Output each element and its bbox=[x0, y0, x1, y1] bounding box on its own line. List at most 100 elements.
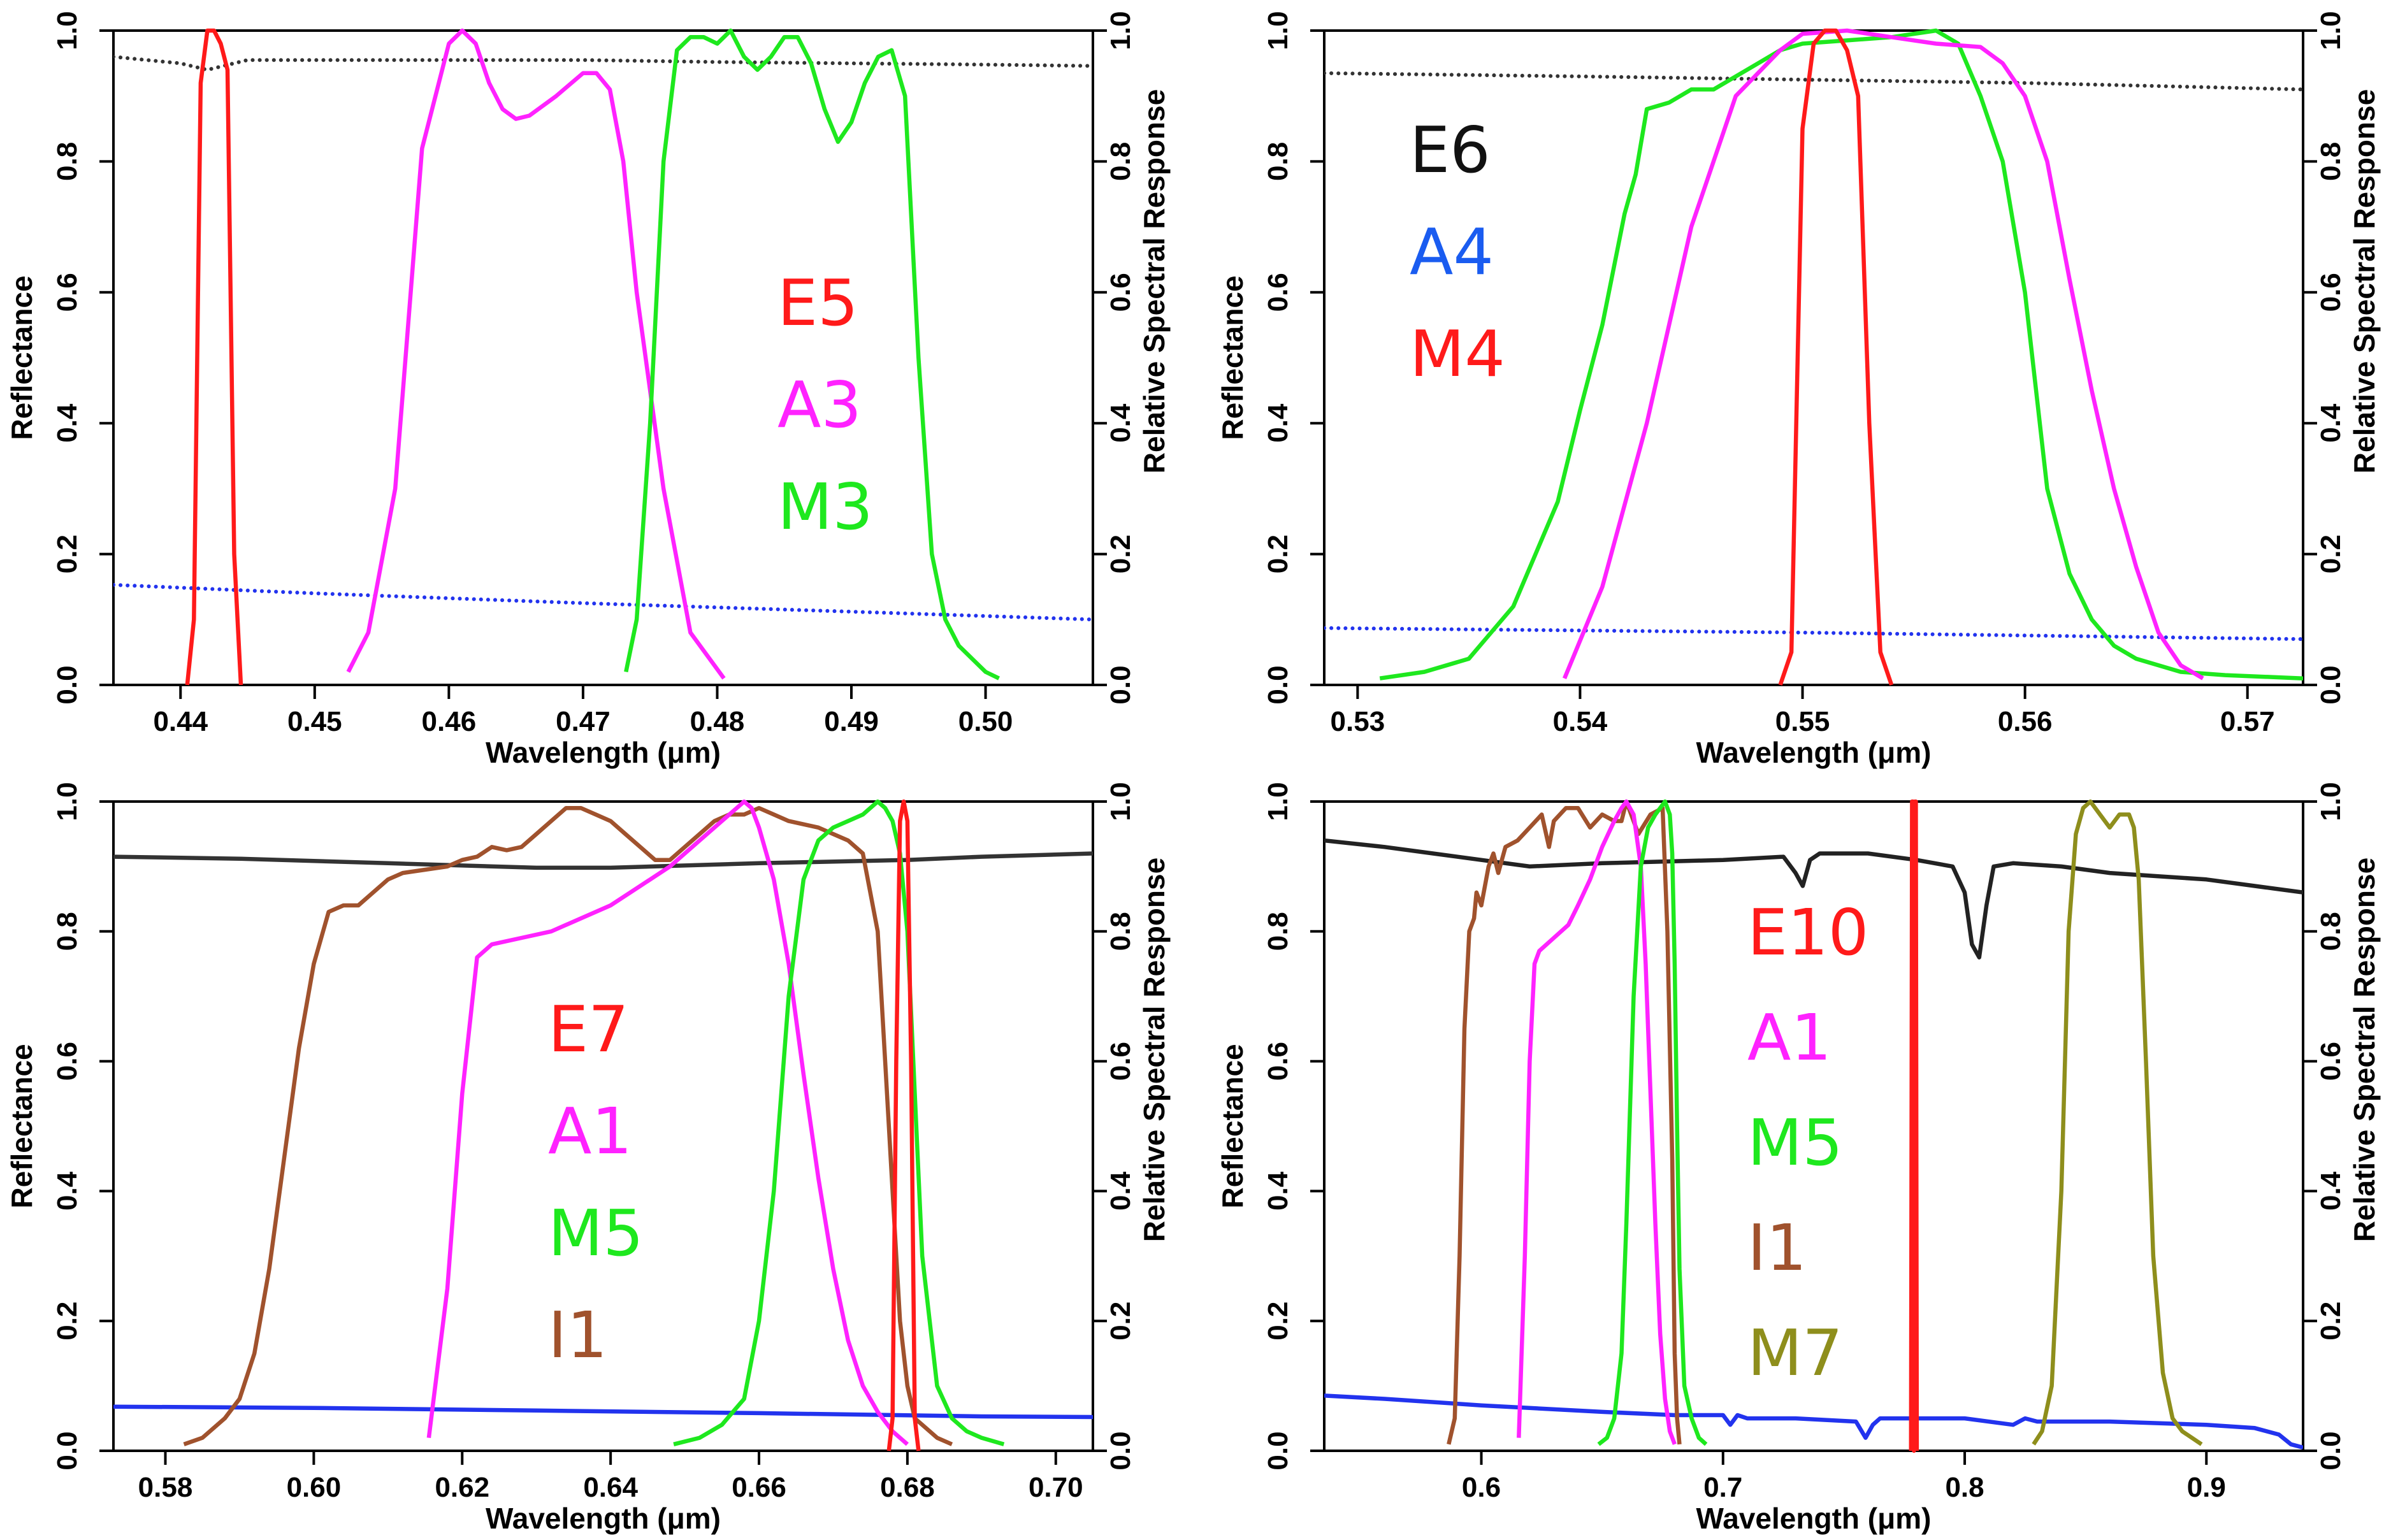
y2-axis-title: Relative Spectral Response bbox=[2348, 858, 2381, 1242]
y2-tick-label: 1.0 bbox=[1105, 11, 1136, 50]
y-tick-label: 1.0 bbox=[52, 782, 83, 821]
plot-frame bbox=[1323, 800, 2304, 1452]
x-axis-title: Wavelength (μm) bbox=[1696, 736, 1932, 769]
x-tick-label: 0.70 bbox=[1029, 1472, 1083, 1503]
y-axis-title: Reflectance bbox=[1216, 275, 1249, 440]
x-axis-title: Wavelength (μm) bbox=[1696, 1502, 1932, 1535]
x-tick-label: 0.54 bbox=[1553, 706, 1608, 737]
x-tick-label: 0.44 bbox=[153, 706, 208, 737]
series-line-e5 bbox=[185, 28, 243, 686]
legend-label-i1: I1 bbox=[548, 1298, 607, 1372]
x-axis-title: Wavelength (μm) bbox=[486, 1502, 721, 1535]
x-tick-label: 0.57 bbox=[2220, 706, 2275, 737]
x-tick-label: 0.55 bbox=[1775, 706, 1830, 737]
series-line-e6 bbox=[1778, 28, 1894, 686]
series-line-e7 bbox=[886, 799, 921, 1451]
x-tick-label: 0.49 bbox=[824, 706, 879, 737]
y-tick-label: 0.2 bbox=[52, 535, 83, 573]
x-tick-label: 0.6 bbox=[1462, 1472, 1501, 1503]
y-tick-label: 0.8 bbox=[1262, 142, 1294, 181]
series-group bbox=[1324, 799, 2303, 1453]
series-line-reflectance-high bbox=[113, 851, 1093, 870]
y-tick-label: 0.2 bbox=[1262, 535, 1294, 573]
y-tick-label: 0.8 bbox=[52, 912, 83, 951]
y-tick-label: 0.4 bbox=[52, 403, 83, 443]
y-tick-label: 0.2 bbox=[52, 1302, 83, 1341]
chart-panel-4: 0.6 0.7 0.8 0.9 0.0 0.0 0.2 0.2 0.4 0.4 0.6 0.6 0.8 0… bbox=[1216, 782, 2381, 1535]
series-line-a4 bbox=[1562, 28, 2204, 680]
series-line-a1 bbox=[1517, 799, 1677, 1445]
y2-tick-label: 1.0 bbox=[2315, 782, 2346, 821]
legend-label-a3: A3 bbox=[777, 368, 862, 442]
y-tick-label: 0.6 bbox=[1262, 1042, 1294, 1081]
y2-axis-title: Relative Spectral Response bbox=[2348, 89, 2381, 473]
y2-axis-title: Relative Spectral Response bbox=[1138, 858, 1171, 1242]
y-tick-label: 1.0 bbox=[52, 11, 83, 50]
series-line-a3 bbox=[346, 28, 726, 680]
y2-tick-label: 0.6 bbox=[1105, 1042, 1136, 1081]
series-line-m4 bbox=[1379, 28, 2303, 680]
x-tick-label: 0.9 bbox=[2187, 1472, 2226, 1503]
legend-label-m7: M7 bbox=[1747, 1316, 1843, 1390]
legend-label-m5: M5 bbox=[548, 1196, 644, 1270]
x-axis-title: Wavelength (μm) bbox=[486, 736, 721, 769]
x-tick-label: 0.48 bbox=[690, 706, 745, 737]
y-tick-label: 0.8 bbox=[52, 142, 83, 181]
series-line-i1 bbox=[183, 805, 953, 1446]
series-line-i1 bbox=[1447, 799, 1682, 1445]
y2-tick-label: 0.8 bbox=[2315, 142, 2346, 181]
plot-frame bbox=[112, 800, 1094, 1452]
legend-label-a1: A1 bbox=[548, 1094, 632, 1169]
plot-frame bbox=[112, 29, 1094, 686]
x-tick-label: 0.46 bbox=[422, 706, 477, 737]
series-line-m5 bbox=[1597, 799, 1708, 1446]
y2-axis-title: Relative Spectral Response bbox=[1138, 89, 1171, 473]
y-tick-label: 0.0 bbox=[52, 665, 83, 704]
legend-label-m4: M4 bbox=[1410, 317, 1505, 391]
plot-frame bbox=[1323, 29, 2304, 686]
x-tick-label: 0.64 bbox=[583, 1472, 638, 1503]
y-tick-label: 0.0 bbox=[52, 1431, 83, 1470]
legend-label-m3: M3 bbox=[777, 470, 873, 544]
chart-panel-2: 0.53 0.54 0.55 0.56 0.57 0.0 0.0 0.2 0.2 0.4 0.4 0.… bbox=[1216, 11, 2381, 769]
series-line-reflectance-high bbox=[1324, 71, 2303, 92]
y2-tick-label: 0.6 bbox=[1105, 273, 1136, 312]
y2-tick-label: 0.8 bbox=[1105, 142, 1136, 181]
x-tick-label: 0.66 bbox=[732, 1472, 786, 1503]
y-tick-label: 0.0 bbox=[1262, 665, 1294, 704]
x-tick-label: 0.45 bbox=[287, 706, 342, 737]
y-tick-label: 0.6 bbox=[52, 1042, 83, 1081]
y-axis-title: Reflectance bbox=[1216, 1044, 1249, 1208]
y2-tick-label: 0.0 bbox=[1105, 1431, 1136, 1470]
y2-tick-label: 0.4 bbox=[2315, 1171, 2346, 1211]
chart-panel-3: 0.58 0.60 0.62 0.64 0.66 0.68 0.70 0.0 0.0 0.2 0.2… bbox=[5, 782, 1171, 1535]
x-tick-label: 0.7 bbox=[1703, 1472, 1742, 1503]
chart-panel-1: 0.44 0.45 0.46 0.47 0.48 0.49 0.50 0.0 0.0 0.2 0.2… bbox=[5, 11, 1171, 769]
series-line-m3 bbox=[624, 28, 1001, 680]
y2-tick-label: 0.8 bbox=[1105, 912, 1136, 951]
legend-label-a1: A1 bbox=[1747, 1000, 1831, 1075]
legend-label-e10: E10 bbox=[1747, 895, 1868, 970]
series-group bbox=[113, 28, 1093, 686]
y-tick-label: 1.0 bbox=[1262, 11, 1294, 50]
y2-tick-label: 0.0 bbox=[2315, 1431, 2346, 1470]
y2-tick-label: 0.0 bbox=[2315, 665, 2346, 704]
series-group bbox=[1324, 28, 2303, 686]
y-tick-label: 0.6 bbox=[1262, 273, 1294, 312]
y2-tick-label: 0.2 bbox=[2315, 1302, 2346, 1341]
y-tick-label: 1.0 bbox=[1262, 782, 1294, 821]
legend-label-e5: E5 bbox=[777, 266, 858, 340]
y2-tick-label: 0.0 bbox=[1105, 665, 1136, 704]
y-tick-label: 0.0 bbox=[1262, 1431, 1294, 1470]
x-tick-label: 0.53 bbox=[1331, 706, 1385, 737]
legend-label-a4: A4 bbox=[1410, 215, 1494, 289]
x-tick-label: 0.62 bbox=[435, 1472, 489, 1503]
series-line-reflectance-low bbox=[113, 582, 1093, 622]
legend-label-e7: E7 bbox=[548, 992, 629, 1067]
y2-tick-label: 0.2 bbox=[1105, 535, 1136, 573]
x-tick-label: 0.47 bbox=[556, 706, 610, 737]
x-tick-label: 0.8 bbox=[1945, 1472, 1984, 1503]
legend-label-i1: I1 bbox=[1747, 1211, 1807, 1285]
y-axis-title: Reflectance bbox=[5, 275, 38, 440]
